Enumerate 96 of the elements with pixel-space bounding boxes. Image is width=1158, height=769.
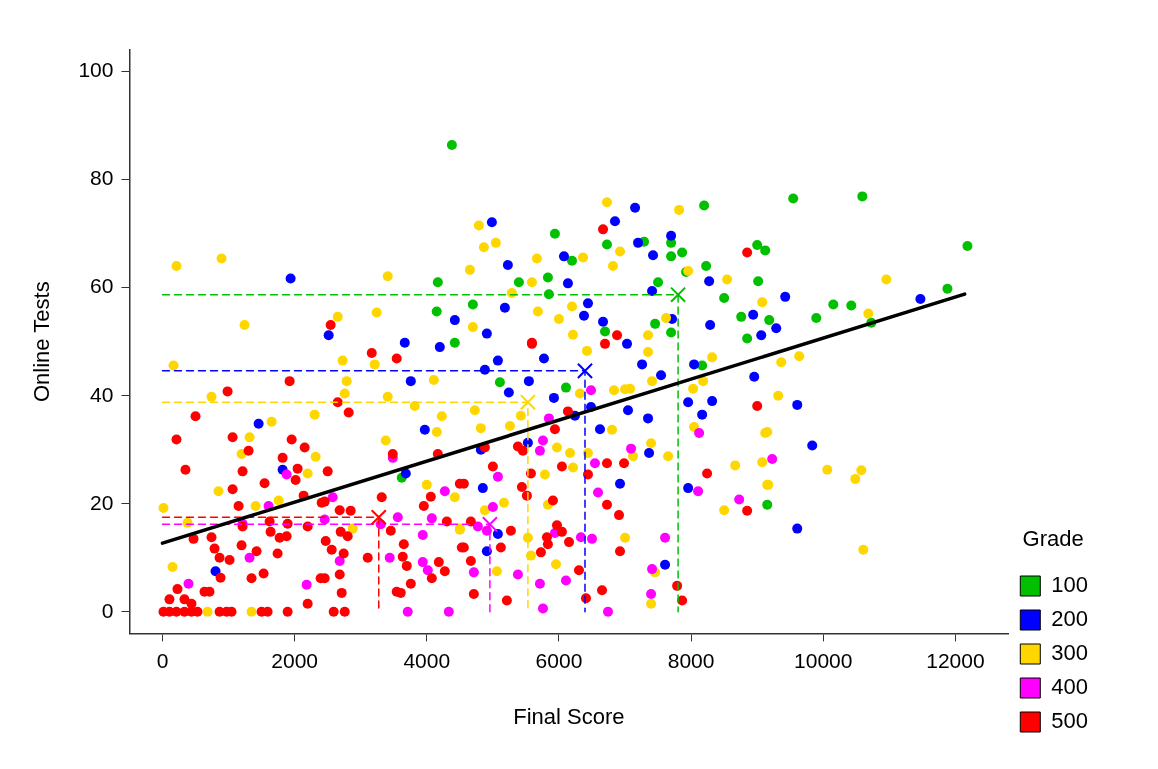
legend-title: Grade <box>1022 525 1084 551</box>
point <box>244 552 255 563</box>
point <box>600 326 611 337</box>
point <box>762 499 773 510</box>
point <box>384 552 395 563</box>
point <box>281 469 292 480</box>
point <box>601 239 612 250</box>
point <box>602 606 613 617</box>
point <box>666 327 677 338</box>
point <box>543 289 554 300</box>
point <box>534 445 545 456</box>
point <box>693 486 704 497</box>
legend-label: 300 <box>1051 640 1089 666</box>
point <box>426 513 437 524</box>
point <box>736 311 747 322</box>
legend-label: 400 <box>1051 674 1089 700</box>
point <box>494 377 505 388</box>
point <box>586 533 597 544</box>
x-axis-title: Final Score <box>513 703 625 729</box>
point <box>846 300 857 311</box>
point <box>734 494 745 505</box>
point <box>422 565 433 576</box>
point <box>542 272 553 283</box>
y-tick-label: 100 <box>78 58 114 82</box>
point <box>537 435 548 446</box>
point <box>586 385 596 396</box>
point <box>443 606 454 617</box>
point <box>719 292 730 303</box>
point <box>432 277 443 288</box>
point <box>534 578 545 589</box>
point <box>468 567 479 578</box>
point <box>576 362 594 379</box>
point <box>392 512 403 523</box>
x-tick-label: 8000 <box>667 648 715 672</box>
point <box>449 337 460 348</box>
point <box>626 443 637 454</box>
point <box>566 255 577 266</box>
point <box>560 382 571 393</box>
point <box>677 247 688 258</box>
point <box>767 453 778 464</box>
point <box>962 241 973 252</box>
point <box>701 261 712 272</box>
point <box>431 306 442 317</box>
point <box>699 200 710 211</box>
point <box>334 556 345 567</box>
point <box>402 606 413 617</box>
point <box>857 191 868 202</box>
point <box>828 299 839 310</box>
point <box>694 427 705 438</box>
point <box>764 315 775 326</box>
point <box>417 557 428 568</box>
point <box>327 492 338 503</box>
x-tick-label: 2000 <box>271 648 318 672</box>
point <box>537 603 548 614</box>
point <box>646 588 657 599</box>
point <box>183 578 194 589</box>
point <box>811 312 822 323</box>
point <box>549 228 560 239</box>
x-tick-label: 4000 <box>403 648 451 672</box>
point <box>660 532 671 543</box>
point <box>417 530 428 541</box>
point <box>467 299 478 310</box>
y-tick-label: 60 <box>90 274 114 298</box>
point <box>666 251 677 262</box>
point <box>788 193 799 204</box>
point <box>653 277 664 288</box>
point <box>589 458 600 469</box>
point <box>650 318 661 329</box>
point <box>742 333 753 344</box>
point <box>519 394 536 411</box>
point <box>439 486 450 497</box>
point <box>752 240 763 251</box>
x-tick-label: 6000 <box>535 648 583 672</box>
x-tick-label: 12000 <box>926 648 985 672</box>
y-tick-label: 80 <box>90 166 114 190</box>
x-tick-label: 0 <box>156 648 169 672</box>
legend-label: 100 <box>1051 572 1089 598</box>
point <box>512 569 523 580</box>
y-tick-label: 0 <box>101 598 114 622</box>
legend-label: 200 <box>1051 606 1089 632</box>
point <box>560 575 571 586</box>
point <box>760 245 771 256</box>
point <box>301 579 312 590</box>
y-tick-label: 40 <box>90 382 114 406</box>
point <box>593 487 604 498</box>
point <box>370 509 387 526</box>
y-axis-title: Online Tests <box>29 281 55 403</box>
point <box>487 502 498 512</box>
y-tick-label: 20 <box>90 490 114 514</box>
x-tick-label: 10000 <box>794 648 853 672</box>
point <box>942 283 953 294</box>
legend-label: 500 <box>1051 708 1089 734</box>
point <box>513 277 524 288</box>
point <box>446 140 457 151</box>
point <box>753 276 764 287</box>
point <box>492 471 503 482</box>
